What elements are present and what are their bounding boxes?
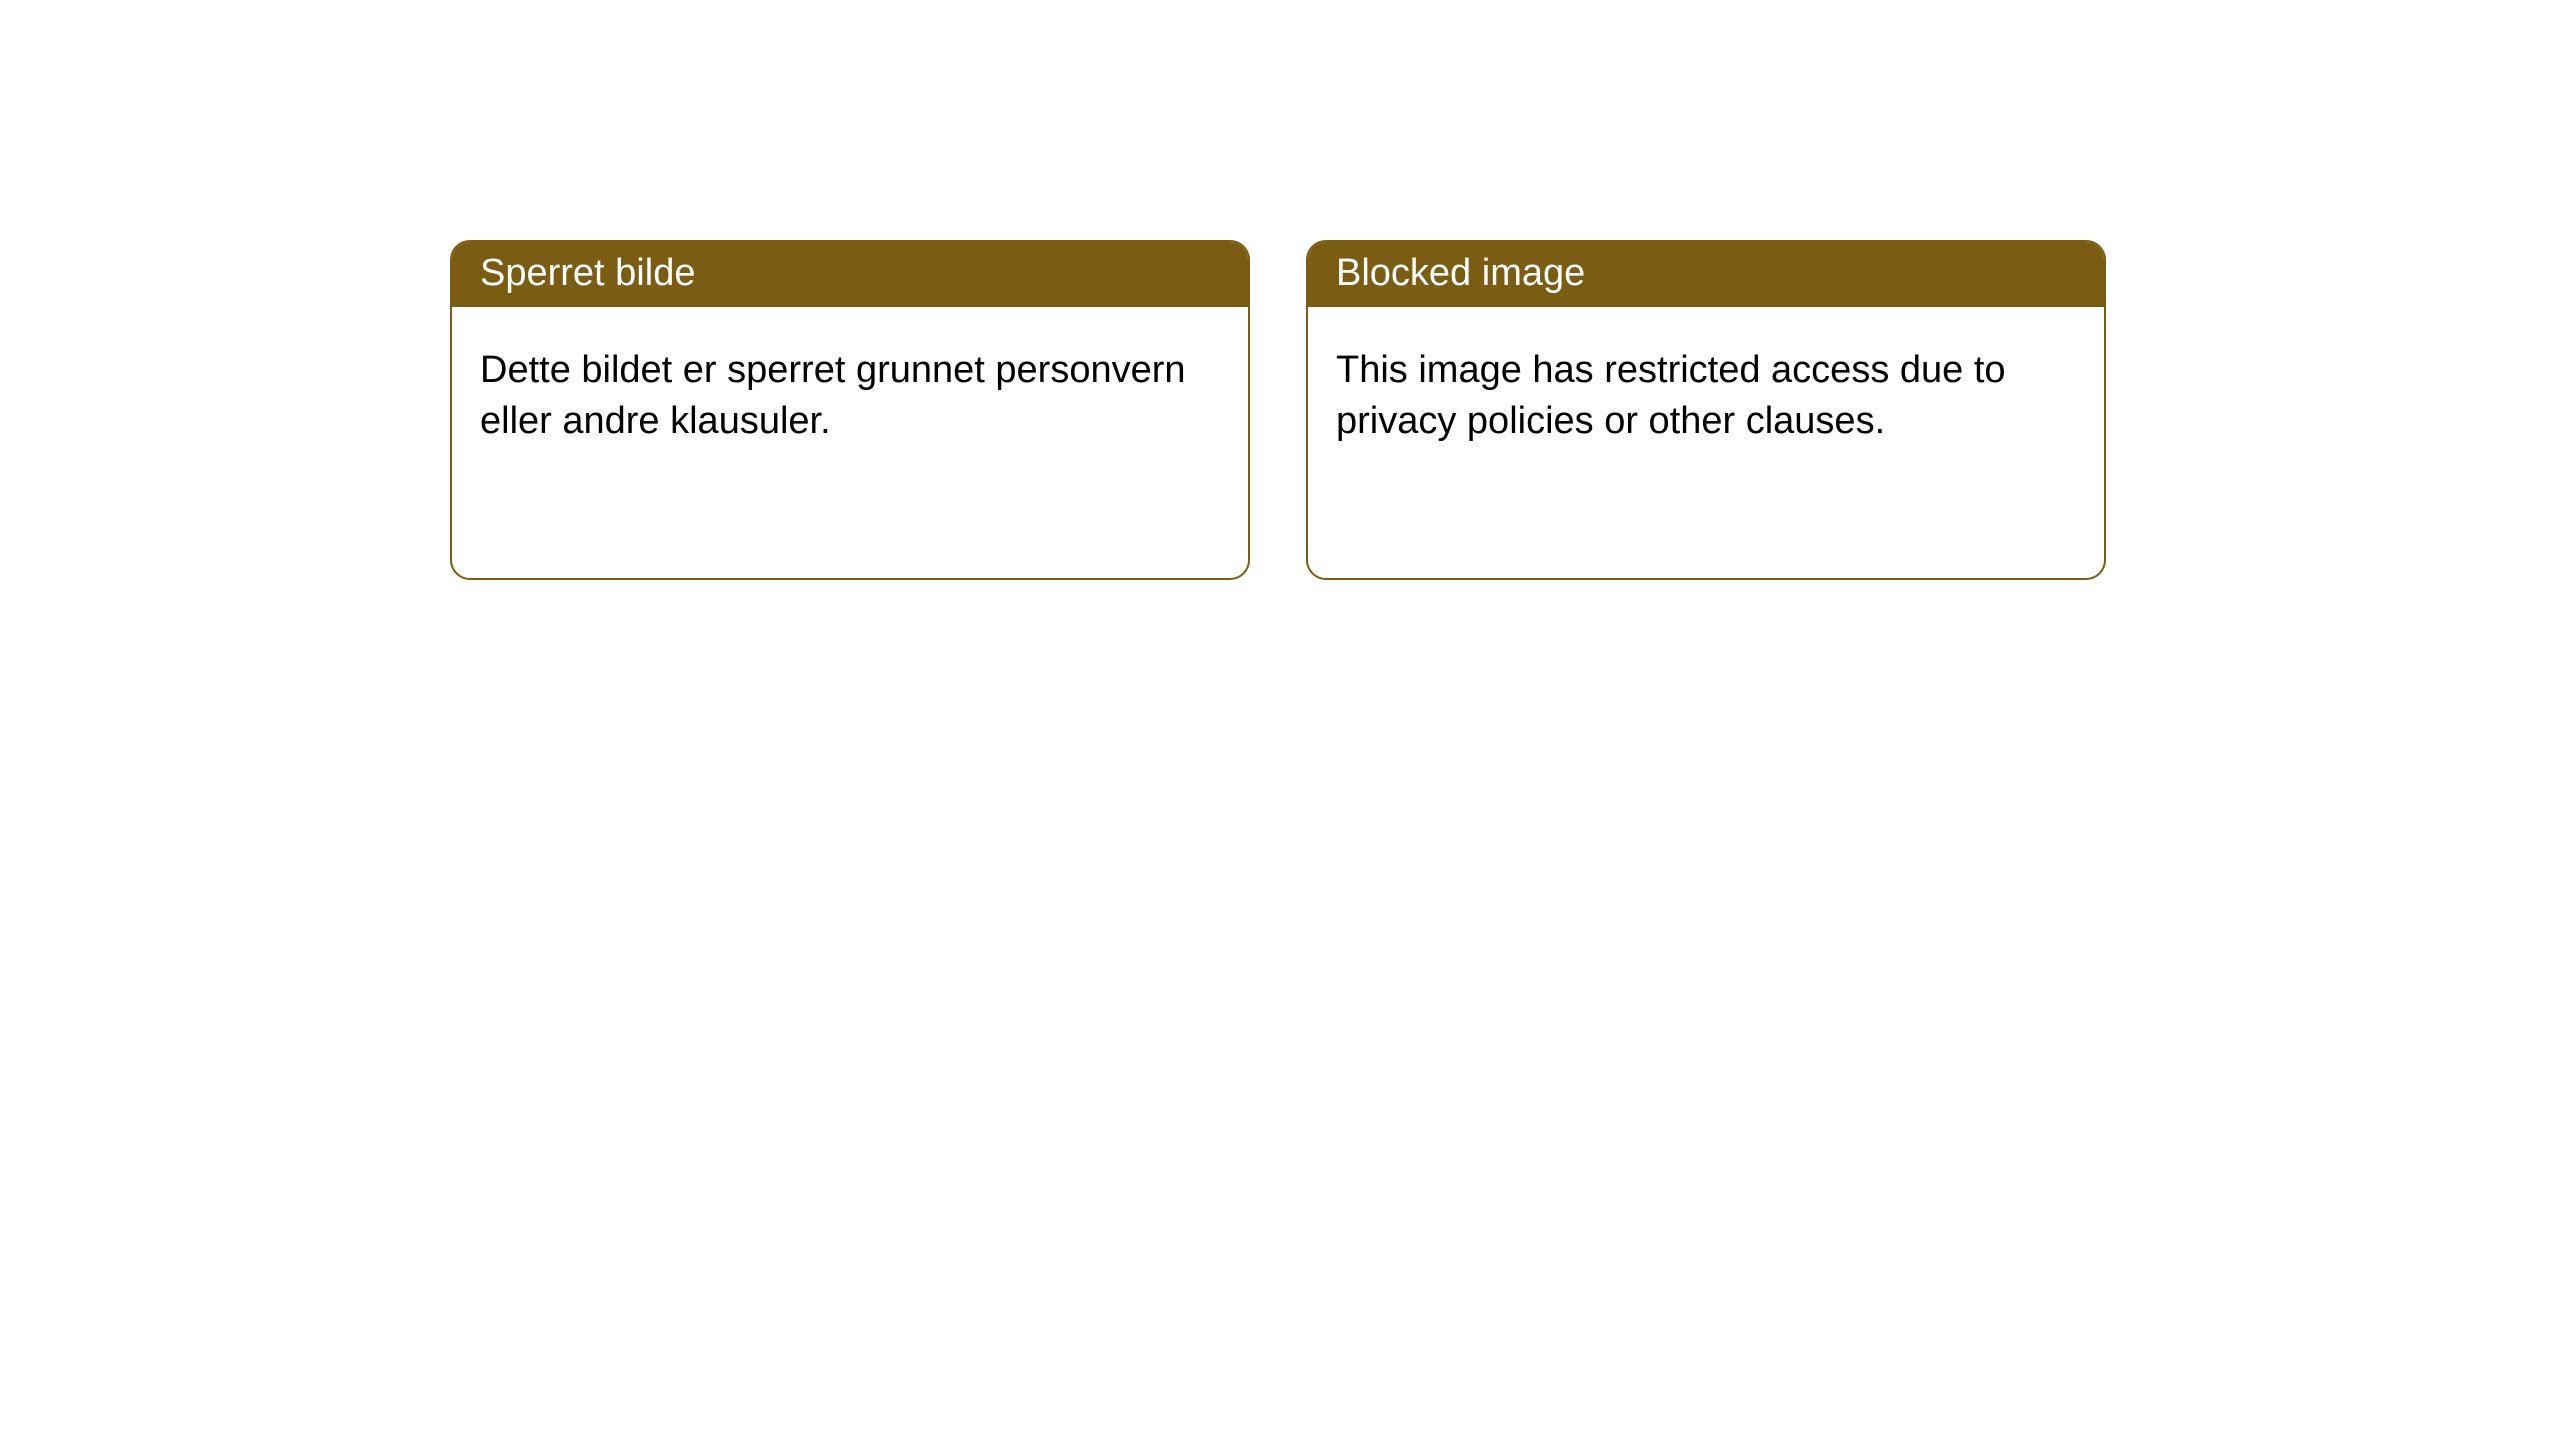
card-body: Dette bildet er sperret grunnet personve… xyxy=(452,307,1248,486)
card-body: This image has restricted access due to … xyxy=(1308,307,2104,486)
card-header: Blocked image xyxy=(1308,242,2104,307)
notice-card-english: Blocked image This image has restricted … xyxy=(1306,240,2106,580)
notice-card-norwegian: Sperret bilde Dette bildet er sperret gr… xyxy=(450,240,1250,580)
notice-cards-container: Sperret bilde Dette bildet er sperret gr… xyxy=(450,240,2560,580)
card-header: Sperret bilde xyxy=(452,242,1248,307)
